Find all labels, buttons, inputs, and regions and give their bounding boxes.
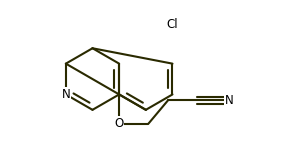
Text: N: N [61,88,70,101]
Text: N: N [225,94,234,107]
Text: Cl: Cl [167,18,178,31]
Text: O: O [115,117,124,130]
